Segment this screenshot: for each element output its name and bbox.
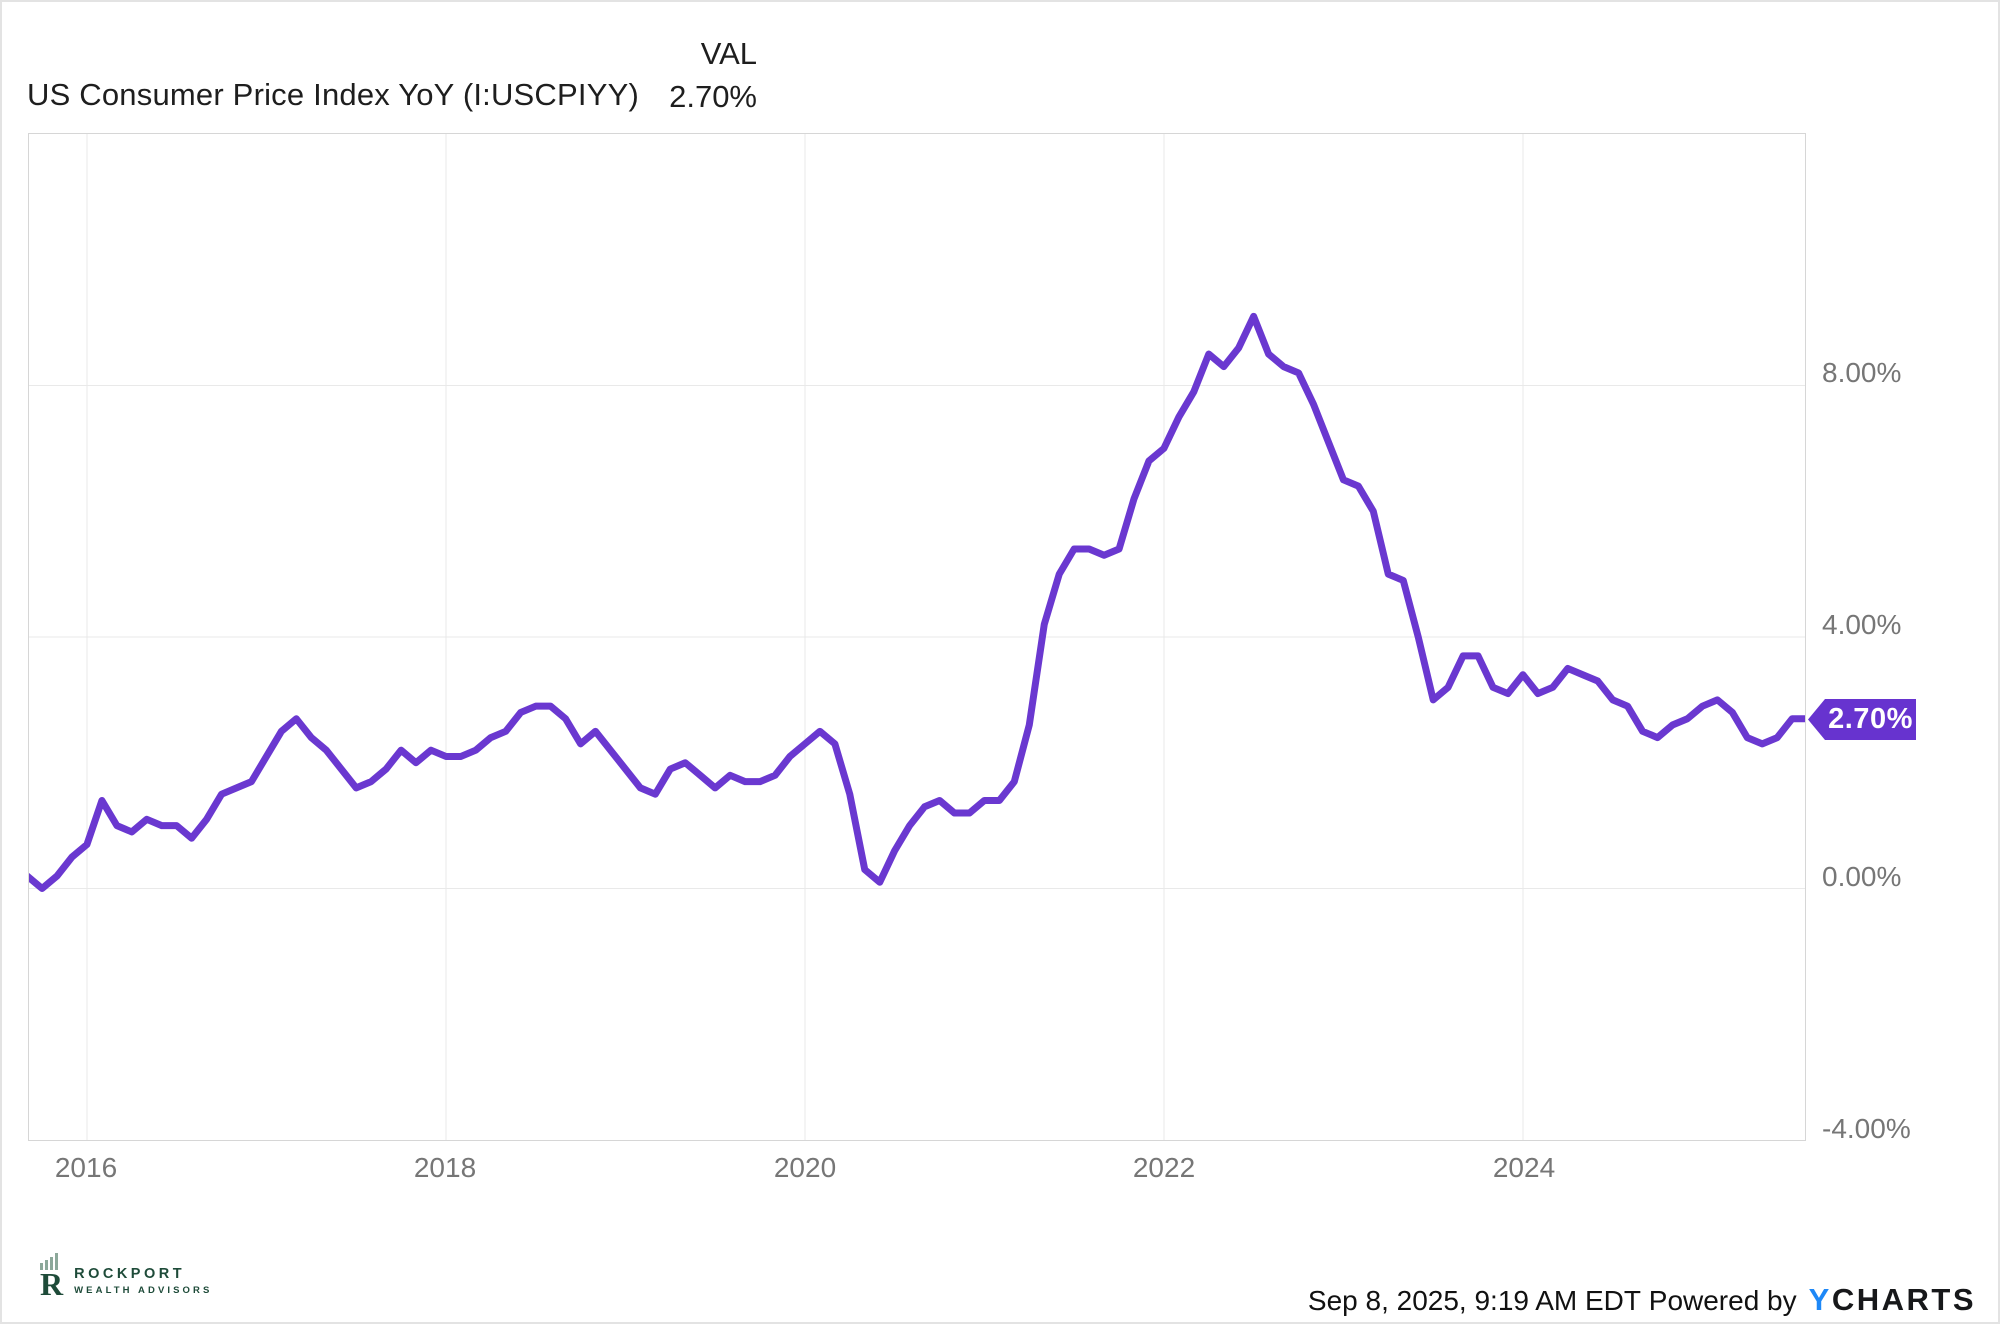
val-column-header: VAL <box>700 36 757 71</box>
rockport-wordmark: ROCKPORT <box>74 1266 186 1282</box>
rockport-mark: R <box>40 1253 64 1302</box>
rockport-logo: R ROCKPORT WEALTH ADVISORS <box>40 1253 213 1302</box>
plot-area[interactable] <box>28 133 1806 1141</box>
x-axis-tick-2016: 2016 <box>54 1152 118 1183</box>
ycharts-logo-y: Y <box>1808 1282 1832 1317</box>
bar-chart-icon <box>40 1253 58 1270</box>
y-axis-tick-neg4: -4.00% <box>1822 1113 1911 1144</box>
footer-timestamp: Sep 8, 2025, 9:19 AM EDT <box>1307 1285 1641 1316</box>
ycharts-logo: YCHARTS <box>1809 1282 1976 1318</box>
x-axis-tick-2024: 2024 <box>1492 1152 1556 1183</box>
cpi-line-chart[interactable] <box>29 134 1805 1140</box>
last-value-badge-label: 2.70% <box>1828 703 1913 735</box>
rockport-subtitle: WEALTH ADVISORS <box>74 1285 213 1296</box>
y-axis-tick-4: 4.00% <box>1822 609 1902 640</box>
footer-attribution: Sep 8, 2025, 9:19 AM EDT Powered by YCHA… <box>1308 1282 1976 1318</box>
powered-by-label: Powered by <box>1648 1285 1797 1316</box>
rockport-r-letter: R <box>40 1266 64 1302</box>
last-value-badge: 2.70% <box>1808 699 1916 740</box>
x-axis-tick-2022: 2022 <box>1132 1152 1196 1183</box>
page-title: US Consumer Price Index YoY (I:USCPIYY) <box>27 77 639 112</box>
val-column-value: 2.70% <box>669 79 757 114</box>
y-axis-tick-8: 8.00% <box>1822 357 1902 388</box>
y-axis-tick-0: 0.00% <box>1822 861 1902 892</box>
ycharts-logo-charts: CHARTS <box>1831 1282 1976 1317</box>
cpi-line-series <box>29 312 1805 892</box>
gridlines <box>29 134 1805 1140</box>
x-axis-tick-2018: 2018 <box>413 1152 477 1183</box>
x-axis-tick-2020: 2020 <box>773 1152 837 1183</box>
